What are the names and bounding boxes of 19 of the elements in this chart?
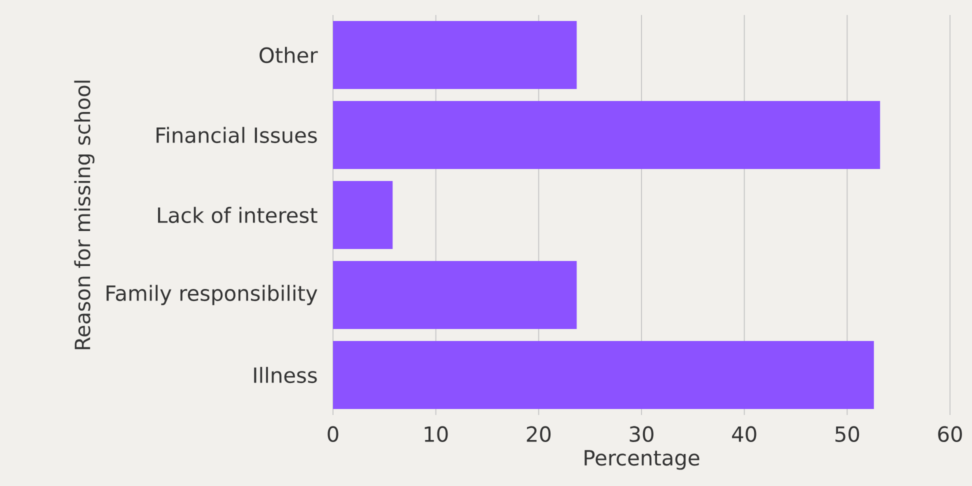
bar xyxy=(333,261,577,330)
x-axis-title: Percentage xyxy=(584,450,700,470)
y-tick-label: Other xyxy=(260,46,318,64)
y-tick-label: Family responsibility xyxy=(106,284,318,306)
y-axis-title: Reason for missing school xyxy=(74,80,94,350)
bar xyxy=(333,341,874,410)
y-tick-label: Lack of interest xyxy=(158,206,318,224)
x-tick-label: 10 xyxy=(424,426,448,442)
x-tick-label: 40 xyxy=(732,426,756,442)
x-tick-label: 60 xyxy=(938,426,962,442)
y-tick-label: Illness xyxy=(254,366,317,384)
bar xyxy=(333,101,880,170)
y-tick-label: Financial Issues xyxy=(156,126,317,144)
bar xyxy=(333,21,577,90)
x-tick-label: 50 xyxy=(835,426,860,442)
x-tick-label: 20 xyxy=(526,426,551,442)
bar xyxy=(333,181,393,250)
x-tick-label: 30 xyxy=(630,426,654,442)
x-tick-label: 0 xyxy=(328,426,338,442)
